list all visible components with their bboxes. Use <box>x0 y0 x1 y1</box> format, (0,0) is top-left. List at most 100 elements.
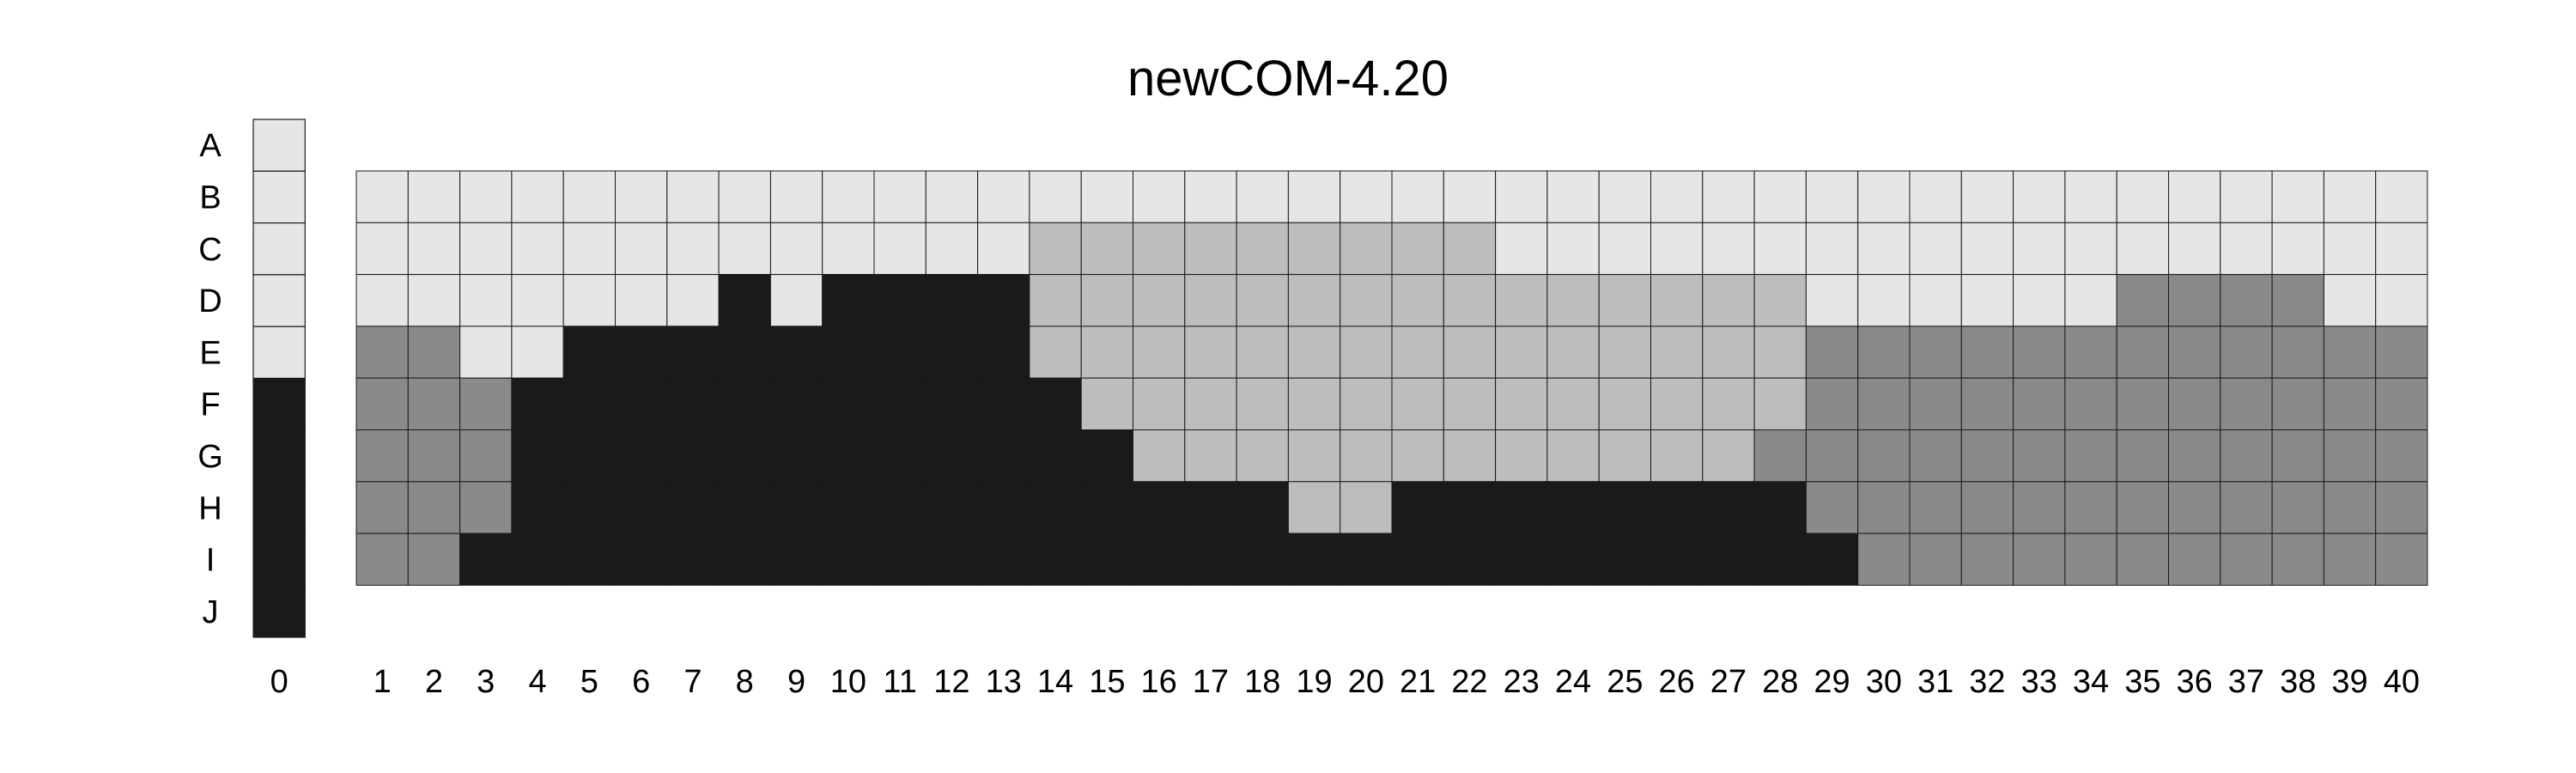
heatmap-cell <box>459 429 513 483</box>
heatmap-cell <box>1960 533 2014 586</box>
heatmap-cell <box>1650 377 1704 431</box>
column-label: 38 <box>2280 664 2316 700</box>
heatmap-cell <box>1598 222 1651 276</box>
heatmap-cell <box>615 170 668 223</box>
heatmap-cell <box>2064 481 2117 534</box>
heatmap-cell <box>1495 429 1548 483</box>
heatmap-cell <box>2220 533 2273 586</box>
heatmap-cell <box>2375 170 2428 223</box>
heatmap-cell <box>1857 274 1911 327</box>
heatmap-cell <box>562 533 617 586</box>
heatmap-cell <box>822 326 875 379</box>
column-label: 9 <box>787 664 805 700</box>
heatmap-cell <box>511 377 564 431</box>
heatmap-cell <box>1495 222 1548 276</box>
heatmap-cell <box>2271 533 2324 586</box>
row-label: J <box>203 594 219 630</box>
heatmap-cell <box>1598 429 1651 483</box>
heatmap-cell <box>1650 274 1704 327</box>
column-label: 1 <box>374 664 392 700</box>
heatmap-cell <box>1702 222 1755 276</box>
heatmap-cell <box>2116 222 2169 276</box>
heatmap-cell <box>459 170 513 223</box>
heatmap-cell <box>769 429 823 483</box>
heatmap-cell <box>1702 274 1755 327</box>
heatmap-cell <box>1960 481 2014 534</box>
heatmap-cell <box>718 274 771 327</box>
heatmap-cell <box>1960 429 2014 483</box>
heatmap-cell <box>1391 533 1444 586</box>
heatmap-cell <box>1909 274 1962 327</box>
heatmap-cell <box>1184 481 1237 534</box>
heatmap-cell <box>1857 533 1911 586</box>
column-label: 37 <box>2228 664 2264 700</box>
heatmap-cell <box>1857 429 1911 483</box>
heatmap-cell <box>2323 222 2377 276</box>
heatmap-cell <box>2168 170 2221 223</box>
heatmap-cell <box>769 222 823 276</box>
heatmap-cell <box>1029 481 1082 534</box>
heatmap-cell <box>1443 533 1497 586</box>
heatmap-cell <box>1391 222 1444 276</box>
heatmap-cell <box>562 222 617 276</box>
heatmap-cell <box>615 222 668 276</box>
column-label: 36 <box>2177 664 2213 700</box>
heatmap-cell <box>925 326 979 379</box>
heatmap-cell <box>1080 274 1133 327</box>
heatmap-cell <box>1495 377 1548 431</box>
heatmap-cell <box>1391 377 1444 431</box>
heatmap-cell <box>2323 481 2377 534</box>
heatmap-cell <box>1753 170 1807 223</box>
heatmap-cell <box>1184 326 1237 379</box>
heatmap-cell <box>355 533 409 586</box>
heatmap-cell <box>2168 533 2221 586</box>
heatmap-cell <box>2013 170 2066 223</box>
heatmap-cell <box>2220 222 2273 276</box>
heatmap-cell <box>1960 377 2014 431</box>
heatmap-cell <box>407 377 461 431</box>
heatmap-cell <box>1287 481 1341 534</box>
heatmap-cell <box>407 222 461 276</box>
heatmap-cell <box>2323 170 2377 223</box>
heatmap-cell <box>459 274 513 327</box>
heatmap-cell <box>2323 377 2377 431</box>
column-label: 35 <box>2124 664 2160 700</box>
heatmap-cell <box>1133 326 1186 379</box>
heatmap-cell <box>666 326 720 379</box>
heatmap-cell <box>1236 170 1289 223</box>
heatmap-cell <box>822 170 875 223</box>
heatmap-cell <box>1236 533 1289 586</box>
heatmap-cell <box>1133 533 1186 586</box>
heatmap-cell <box>2064 429 2117 483</box>
heatmap-cell <box>615 429 668 483</box>
heatmap-cell <box>2323 533 2377 586</box>
heatmap-cell <box>666 429 720 483</box>
heatmap-cell <box>1080 429 1133 483</box>
heatmap-cell <box>1080 222 1133 276</box>
column-label: 30 <box>1866 664 1902 700</box>
column-label: 7 <box>683 664 702 700</box>
heatmap-cell <box>666 274 720 327</box>
row-label: A <box>199 128 222 164</box>
heatmap-cell <box>562 326 617 379</box>
heatmap-cell <box>2271 481 2324 534</box>
heatmap-cell <box>1029 222 1082 276</box>
heatmap-cell <box>407 170 461 223</box>
heatmap-cell <box>873 170 927 223</box>
heatmap-cell <box>2013 533 2066 586</box>
heatmap-cell <box>769 274 823 327</box>
column-label: 32 <box>1969 664 2005 700</box>
heatmap-cell <box>615 533 668 586</box>
column-label: 13 <box>986 664 1022 700</box>
heatmap-cell <box>2168 274 2221 327</box>
heatmap-cell <box>2375 326 2428 379</box>
column-label: 40 <box>2384 664 2420 700</box>
heatmap-cell <box>2271 274 2324 327</box>
heatmap-cell <box>1960 326 2014 379</box>
heatmap-cell <box>873 533 927 586</box>
heatmap-cell <box>1857 377 1911 431</box>
key-cell <box>252 585 306 638</box>
heatmap-cell <box>1702 533 1755 586</box>
heatmap-cell <box>1184 222 1237 276</box>
heatmap-cell <box>977 326 1030 379</box>
